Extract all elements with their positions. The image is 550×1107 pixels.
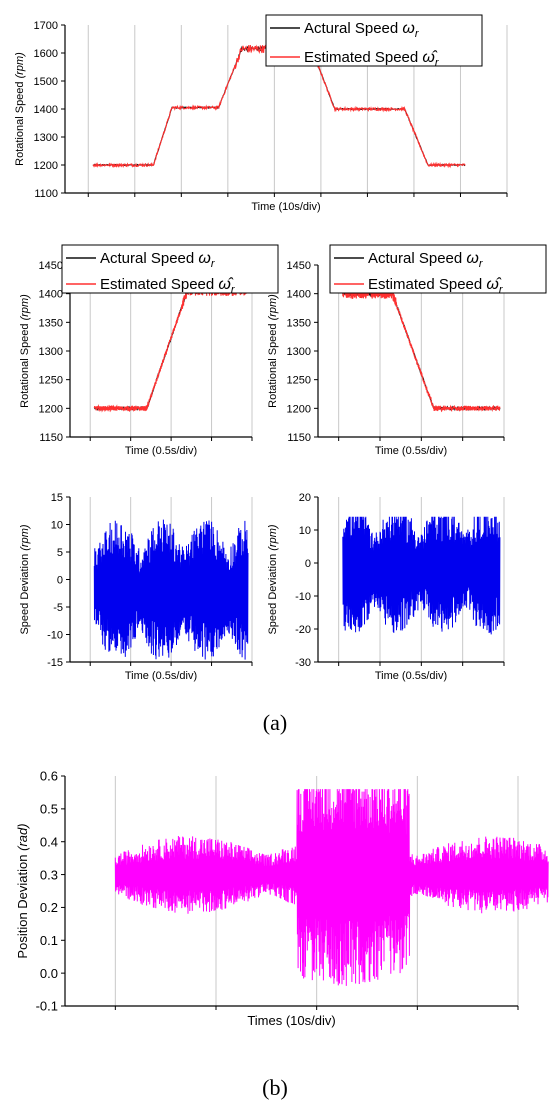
y-tick-label: 1350 bbox=[39, 317, 63, 329]
legend-estimated-label: Estimated Speed ω̂r bbox=[368, 276, 504, 296]
y-tick-label: -30 bbox=[295, 657, 311, 669]
y-tick-label: 1450 bbox=[39, 260, 63, 272]
y-tick-label: 1400 bbox=[287, 289, 311, 301]
y-tick-label: 1300 bbox=[287, 346, 311, 358]
y-tick-label: -20 bbox=[295, 624, 311, 636]
y-axis-label: Speed Deviation (rpm) bbox=[19, 524, 31, 634]
y-tick-label: 10 bbox=[299, 525, 311, 537]
legend-box bbox=[265, 14, 483, 67]
y-tick-label: -0.1 bbox=[36, 999, 58, 1014]
y-tick-label: 1300 bbox=[34, 132, 58, 144]
y-axis-label: Speed Deviation (rpm) bbox=[267, 524, 279, 634]
y-tick-label: 1400 bbox=[34, 104, 58, 116]
y-tick-label: 0 bbox=[305, 558, 311, 570]
y-tick-label: -15 bbox=[47, 657, 63, 669]
legend-box bbox=[61, 244, 279, 294]
y-tick-label: 0.5 bbox=[40, 802, 58, 817]
speed-step-up-chart: 1150 1200 1250 1300 1350 1400 1450 Time (0.5s/d… bbox=[19, 244, 279, 457]
y-tick-label: 1200 bbox=[34, 160, 58, 172]
y-tick-label: -10 bbox=[47, 629, 63, 641]
y-tick-label: 0.3 bbox=[40, 867, 58, 882]
y-tick-label: 0.6 bbox=[40, 769, 58, 784]
series-speed-deviation-line bbox=[93, 519, 249, 660]
y-axis-label: Position Deviation (rad) bbox=[15, 823, 30, 958]
legend-actual-label: Actural Speed ωr bbox=[100, 250, 216, 270]
y-tick-label: 15 bbox=[51, 492, 63, 504]
y-tick-label: 1600 bbox=[34, 48, 58, 60]
x-axis-label: Time (0.5s/div) bbox=[125, 445, 197, 457]
panel-label-b: (b) bbox=[262, 1075, 288, 1100]
y-tick-label: 1250 bbox=[287, 375, 311, 387]
legend-actual-label: Actural Speed ωr bbox=[304, 20, 420, 40]
y-tick-label: 1400 bbox=[39, 289, 63, 301]
y-tick-label: 1300 bbox=[39, 346, 63, 358]
y-tick-label: -10 bbox=[295, 591, 311, 603]
y-tick-label: 1450 bbox=[287, 260, 311, 272]
y-tick-label: 1150 bbox=[39, 432, 63, 444]
y-tick-label: 5 bbox=[57, 547, 63, 559]
speed-step-down-chart: 1150 1200 1250 1300 1350 1400 1450 Time (0.5s/d… bbox=[267, 244, 547, 457]
y-tick-label: 0.2 bbox=[40, 900, 58, 915]
panel-label-a: (a) bbox=[263, 710, 287, 735]
x-axis-label: Time (10s/div) bbox=[251, 201, 320, 213]
position-deviation-chart: -0.1 0.0 0.1 0.2 0.3 0.4 0.5 0.6 Times (10s/div)… bbox=[15, 769, 549, 1028]
y-tick-label: 1500 bbox=[34, 76, 58, 88]
x-axis-label: Time (0.5s/div) bbox=[125, 670, 197, 682]
deviation-step-down-chart: -30 -20 -10 0 10 20 Time (0.5s/div) Speed Devia… bbox=[267, 492, 505, 682]
y-tick-label: 0.1 bbox=[40, 933, 58, 948]
y-tick-label: -5 bbox=[53, 602, 63, 614]
y-axis-label: Rotational Speed (rpm) bbox=[19, 294, 31, 408]
y-tick-label: 1700 bbox=[34, 20, 58, 32]
series-position-deviation-line bbox=[114, 789, 549, 986]
y-tick-label: 1200 bbox=[287, 403, 311, 415]
y-axis-label: Rotational Speed (rpm) bbox=[267, 294, 279, 408]
x-axis-label: Times (10s/div) bbox=[247, 1013, 335, 1028]
legend-actual-label: Actural Speed ωr bbox=[368, 250, 484, 270]
y-tick-label: 1200 bbox=[39, 403, 63, 415]
x-axis-label: Time (0.5s/div) bbox=[375, 445, 447, 457]
legend-estimated-label: Estimated Speed ω̂r bbox=[304, 49, 440, 69]
y-axis-label: Rotational Speed (rpm) bbox=[14, 52, 26, 166]
y-tick-label: 0.4 bbox=[40, 834, 58, 849]
y-tick-label: 1350 bbox=[287, 317, 311, 329]
speed-overview-chart: 1100 1200 1300 1400 1500 1600 1700 Time (10s/di… bbox=[14, 14, 508, 213]
series-speed-deviation-line bbox=[342, 516, 501, 635]
y-tick-label: 20 bbox=[299, 492, 311, 504]
y-tick-label: 10 bbox=[51, 519, 63, 531]
legend-estimated-label: Estimated Speed ω̂r bbox=[100, 276, 236, 296]
y-tick-label: 0.0 bbox=[40, 966, 58, 981]
y-tick-label: 0 bbox=[57, 574, 63, 586]
deviation-step-up-chart: -15 -10 -5 0 5 10 15 Time (0.5s/div) Speed Devia… bbox=[19, 492, 253, 682]
x-axis-label: Time (0.5s/div) bbox=[375, 670, 447, 682]
y-tick-label: 1150 bbox=[287, 432, 311, 444]
legend-box bbox=[329, 244, 547, 294]
y-tick-label: 1250 bbox=[39, 375, 63, 387]
y-tick-label: 1100 bbox=[34, 188, 58, 200]
